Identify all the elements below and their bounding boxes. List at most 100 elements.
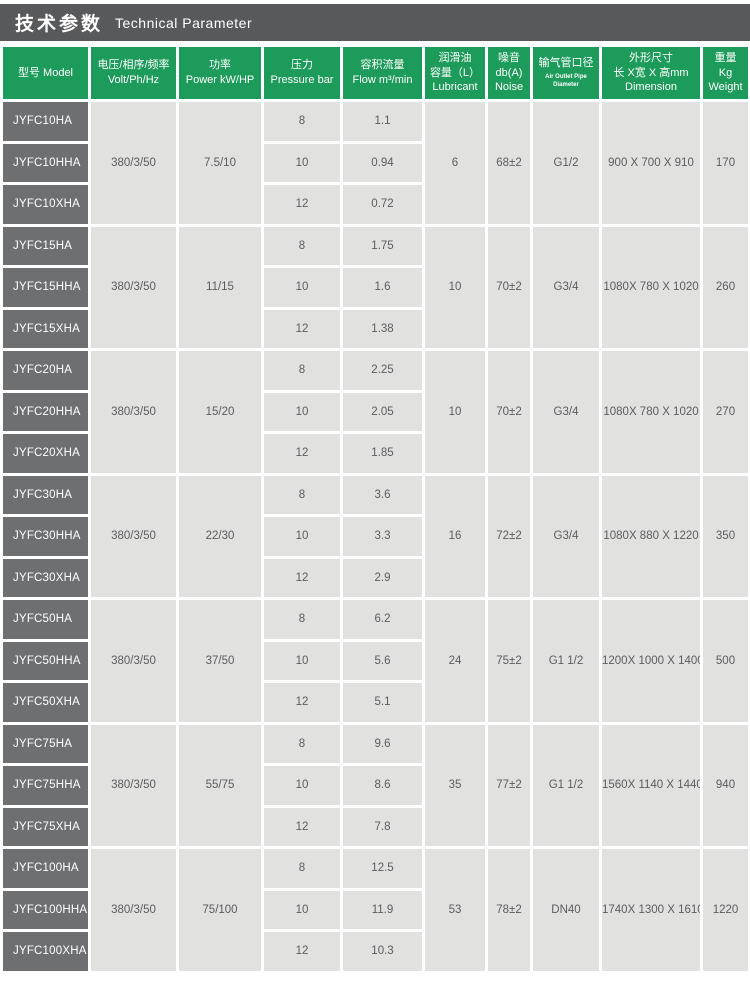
pressure-cell: 12 xyxy=(264,683,340,722)
lubricant-cell: 16 xyxy=(425,475,485,597)
pressure-cell: 12 xyxy=(264,932,340,971)
table-row: JYFC10HHA 10 0.94 xyxy=(3,143,748,182)
table-row: JYFC30HA 380/3/50 22/30 8 3.6 16 72±2 G3/4 1080X… xyxy=(3,475,748,597)
column-header-weight: 重量 Kg Weight xyxy=(703,47,748,99)
pressure-cell: 8 xyxy=(264,724,340,763)
lubricant-cell: 24 xyxy=(425,600,485,722)
pressure-cell: 10 xyxy=(264,268,340,307)
table-row: JYFC20XHA 12 1.85 xyxy=(3,434,748,473)
model-cell: JYFC50HA xyxy=(3,600,88,639)
lubricant-cell: 6 xyxy=(425,102,485,224)
lubricant-cell: 35 xyxy=(425,724,485,846)
weight-cell: 350 xyxy=(703,475,748,597)
table-row: JYFC50HA 380/3/50 37/50 8 6.2 24 75±2 G1 1/2 120… xyxy=(3,600,748,722)
flow-cell: 10.3 xyxy=(343,932,422,971)
model-cell: JYFC30XHA xyxy=(3,558,88,597)
flow-cell: 12.5 xyxy=(343,849,422,888)
flow-cell: 8.6 xyxy=(343,766,422,805)
noise-cell: 70±2 xyxy=(488,226,530,348)
pressure-cell: 10 xyxy=(264,517,340,556)
pressure-cell: 10 xyxy=(264,392,340,431)
weight-cell: 500 xyxy=(703,600,748,722)
flow-cell: 1.75 xyxy=(343,226,422,265)
model-cell: JYFC15HA xyxy=(3,226,88,265)
column-header-model: 型号 Model xyxy=(3,47,88,99)
pipe-cell: G1 1/2 xyxy=(533,724,599,846)
dimension-cell: 1080X 780 X 1020 xyxy=(602,226,700,348)
column-header-label: 外形尺寸 长 X宽 X 高mm Dimension xyxy=(613,51,689,94)
voltage-cell: 380/3/50 xyxy=(91,849,176,971)
table-row: JYFC30HHA 10 3.3 xyxy=(3,517,748,556)
pipe-cell: G1/2 xyxy=(533,102,599,224)
flow-cell: 2.9 xyxy=(343,558,422,597)
table-row: JYFC100HHA 10 11.9 xyxy=(3,890,748,929)
voltage-cell: 380/3/50 xyxy=(91,226,176,348)
noise-cell: 68±2 xyxy=(488,102,530,224)
table-row: JYFC20HA 380/3/50 15/20 8 2.25 10 70±2 G3/4 1080… xyxy=(3,351,748,473)
column-header-label: 电压/相序/频率 Volt/Ph/Hz xyxy=(97,59,170,86)
table-header-row: 型号 Model 电压/相序/频率 Volt/Ph/Hz 功率 Power kW… xyxy=(3,47,748,99)
table-row: JYFC100HA 380/3/50 75/100 8 12.5 53 78±2 DN40 17… xyxy=(3,849,748,971)
table-row: JYFC50HHA 10 5.6 xyxy=(3,641,748,680)
model-cell: JYFC20HA xyxy=(3,351,88,390)
table-row: JYFC100XHA 12 10.3 xyxy=(3,932,748,971)
model-cell: JYFC15HHA xyxy=(3,268,88,307)
model-cell: JYFC75XHA xyxy=(3,807,88,846)
pipe-cell: G3/4 xyxy=(533,226,599,348)
model-cell: JYFC100HA xyxy=(3,849,88,888)
dimension-cell: 1200X 1000 X 1400 xyxy=(602,600,700,722)
column-header-flow: 容积流量 Flow m³/min xyxy=(343,47,422,99)
dimension-cell: 1560X 1140 X 1440 xyxy=(602,724,700,846)
power-cell: 22/30 xyxy=(179,475,261,597)
flow-cell: 3.6 xyxy=(343,475,422,514)
flow-cell: 5.1 xyxy=(343,683,422,722)
pressure-cell: 8 xyxy=(264,849,340,888)
table-body: JYFC10HA 380/3/50 7.5/10 8 1.1 6 68±2 G1/2 900 X… xyxy=(3,102,748,971)
model-cell: JYFC30HA xyxy=(3,475,88,514)
model-cell: JYFC75HA xyxy=(3,724,88,763)
column-header-label: 压力 Pressure bar xyxy=(270,59,334,86)
model-cell: JYFC50XHA xyxy=(3,683,88,722)
voltage-cell: 380/3/50 xyxy=(91,600,176,722)
noise-cell: 75±2 xyxy=(488,600,530,722)
power-cell: 11/15 xyxy=(179,226,261,348)
model-cell: JYFC10XHA xyxy=(3,185,88,224)
lubricant-cell: 53 xyxy=(425,849,485,971)
column-header-label: 重量 Kg Weight xyxy=(708,51,743,94)
pressure-cell: 8 xyxy=(264,600,340,639)
pressure-cell: 10 xyxy=(264,890,340,929)
voltage-cell: 380/3/50 xyxy=(91,102,176,224)
voltage-cell: 380/3/50 xyxy=(91,475,176,597)
flow-cell: 2.05 xyxy=(343,392,422,431)
table-row: JYFC30XHA 12 2.9 xyxy=(3,558,748,597)
flow-cell: 0.94 xyxy=(343,143,422,182)
column-header-label: 输气管口径 xyxy=(538,57,594,70)
noise-cell: 70±2 xyxy=(488,351,530,473)
power-cell: 75/100 xyxy=(179,849,261,971)
column-header-dimension: 外形尺寸 长 X宽 X 高mm Dimension xyxy=(602,47,700,99)
pipe-cell: G3/4 xyxy=(533,351,599,473)
model-cell: JYFC10HHA xyxy=(3,143,88,182)
column-header-label: 噪音 db(A) Noise xyxy=(494,51,524,94)
flow-cell: 1.85 xyxy=(343,434,422,473)
power-cell: 37/50 xyxy=(179,600,261,722)
weight-cell: 940 xyxy=(703,724,748,846)
model-cell: JYFC50HHA xyxy=(3,641,88,680)
model-cell: JYFC10HA xyxy=(3,102,88,141)
table-row: JYFC75XHA 12 7.8 xyxy=(3,807,748,846)
noise-cell: 72±2 xyxy=(488,475,530,597)
pressure-cell: 8 xyxy=(264,351,340,390)
pipe-cell: G3/4 xyxy=(533,475,599,597)
flow-cell: 7.8 xyxy=(343,807,422,846)
pressure-cell: 12 xyxy=(264,185,340,224)
section-title-english: Technical Parameter xyxy=(115,14,253,31)
pipe-cell: DN40 xyxy=(533,849,599,971)
pressure-cell: 12 xyxy=(264,434,340,473)
flow-cell: 1.6 xyxy=(343,268,422,307)
technical-parameter-table: 型号 Model 电压/相序/频率 Volt/Ph/Hz 功率 Power kW… xyxy=(0,44,750,974)
voltage-cell: 380/3/50 xyxy=(91,351,176,473)
section-title-bar: 技术参数 Technical Parameter xyxy=(0,4,750,41)
lubricant-cell: 10 xyxy=(425,351,485,473)
column-header-sublabel: Air Outlet Pipe Diameter xyxy=(545,74,587,89)
table-row: JYFC20HHA 10 2.05 xyxy=(3,392,748,431)
